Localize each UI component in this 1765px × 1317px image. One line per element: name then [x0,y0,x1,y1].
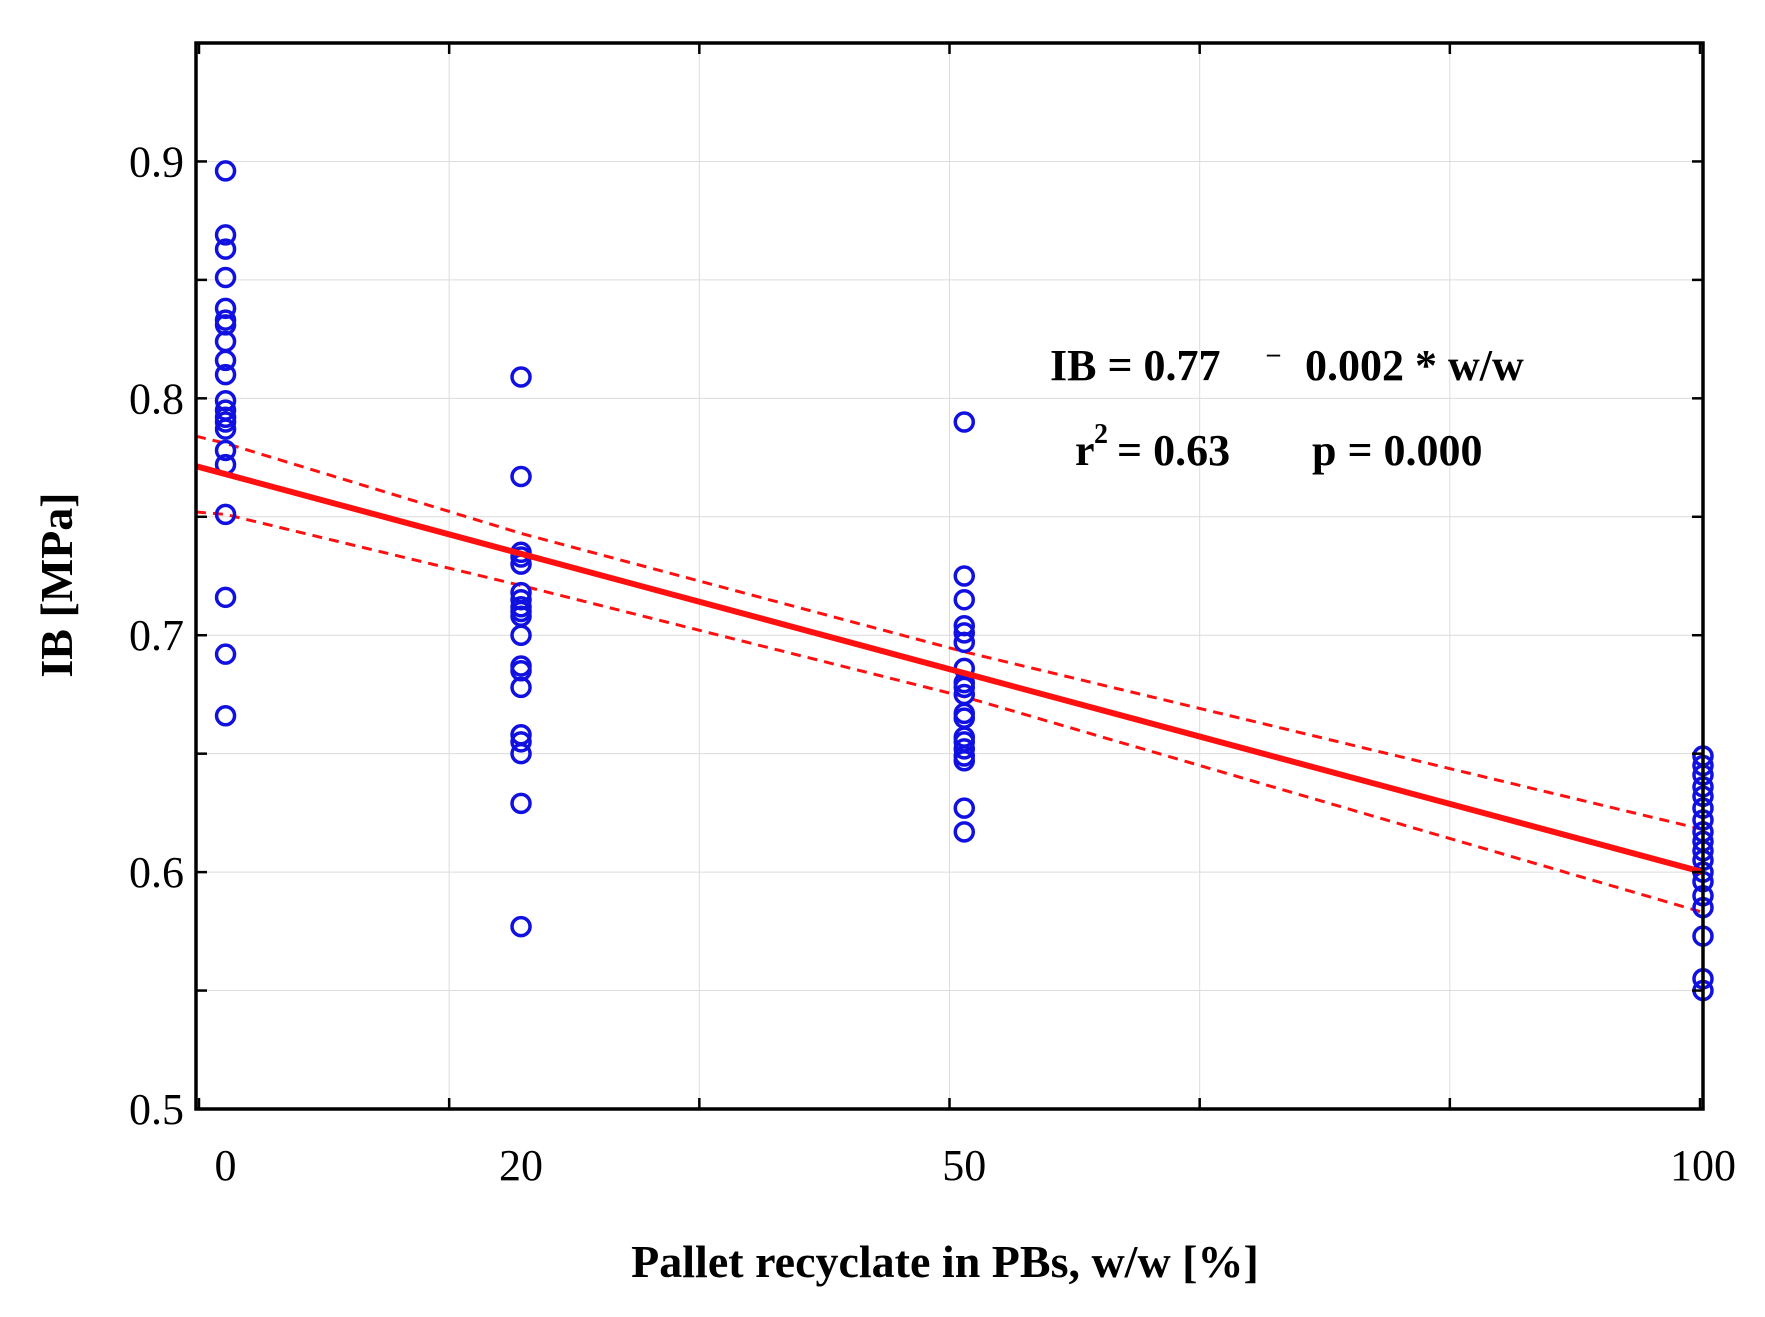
data-point [214,224,237,246]
y-tick-label: 0.8 [129,374,184,423]
r-squared-exponent: 2 [1094,419,1108,450]
x-tick-label: 20 [499,1141,543,1190]
data-point [953,750,976,772]
data-point [953,797,976,819]
equation-minus: – [1266,339,1281,368]
y-tick-label: 0.7 [129,611,184,660]
stats-annotation: r 2 = 0.63 p = 0.000 [1075,419,1483,475]
data-point [953,588,976,611]
data-point [214,363,237,386]
r-squared-base: r [1075,426,1095,475]
confidence-band-upper [195,434,1704,831]
data-point [953,622,976,644]
data-point [214,349,237,372]
tick-labels: 0.5 0.6 0.7 0.8 0.9 0 20 50 100 [129,137,1736,1190]
data-point [214,439,237,462]
data-point [214,160,237,182]
p-value: p = 0.000 [1312,426,1483,475]
data-point [214,643,237,665]
x-axis-title: Pallet recyclate in PBs, w/w [%] [631,1236,1259,1287]
equation-rhs: 0.002 * w/w [1305,341,1524,390]
x-tick-label: 0 [215,1141,237,1190]
data-point [953,565,976,587]
data-point [214,266,237,289]
grid-lines [196,43,1703,1109]
data-point [953,411,976,433]
data-point [953,631,976,654]
data-points [214,160,1714,1002]
data-point [214,503,237,526]
data-point [953,676,976,699]
data-point [510,366,532,388]
data-point [214,418,237,440]
data-point [510,915,532,938]
data-point [953,738,976,760]
axis-ticks [196,41,1703,1111]
data-point [214,586,237,609]
y-axis-title: IB [MPa] [31,492,82,677]
data-point [214,238,237,260]
data-point [510,465,532,488]
equation-annotation: IB = 0.77 – 0.002 * w/w [1050,339,1524,390]
y-tick-label: 0.9 [129,137,184,186]
regression-fit-line [195,463,1704,876]
y-tick-label: 0.5 [129,1085,184,1134]
data-point [214,411,237,433]
r-squared-value: = 0.63 [1117,426,1230,475]
data-point [953,821,976,843]
equation-lhs: IB = 0.77 [1050,341,1221,390]
x-tick-label: 50 [942,1141,986,1190]
data-point [510,676,532,699]
data-point [510,742,532,765]
data-point [510,731,532,753]
data-point [214,705,237,727]
y-tick-label: 0.6 [129,848,184,897]
data-point [510,624,532,646]
x-tick-label: 100 [1670,1141,1736,1190]
data-point [510,792,532,815]
regression-line [195,463,1704,876]
